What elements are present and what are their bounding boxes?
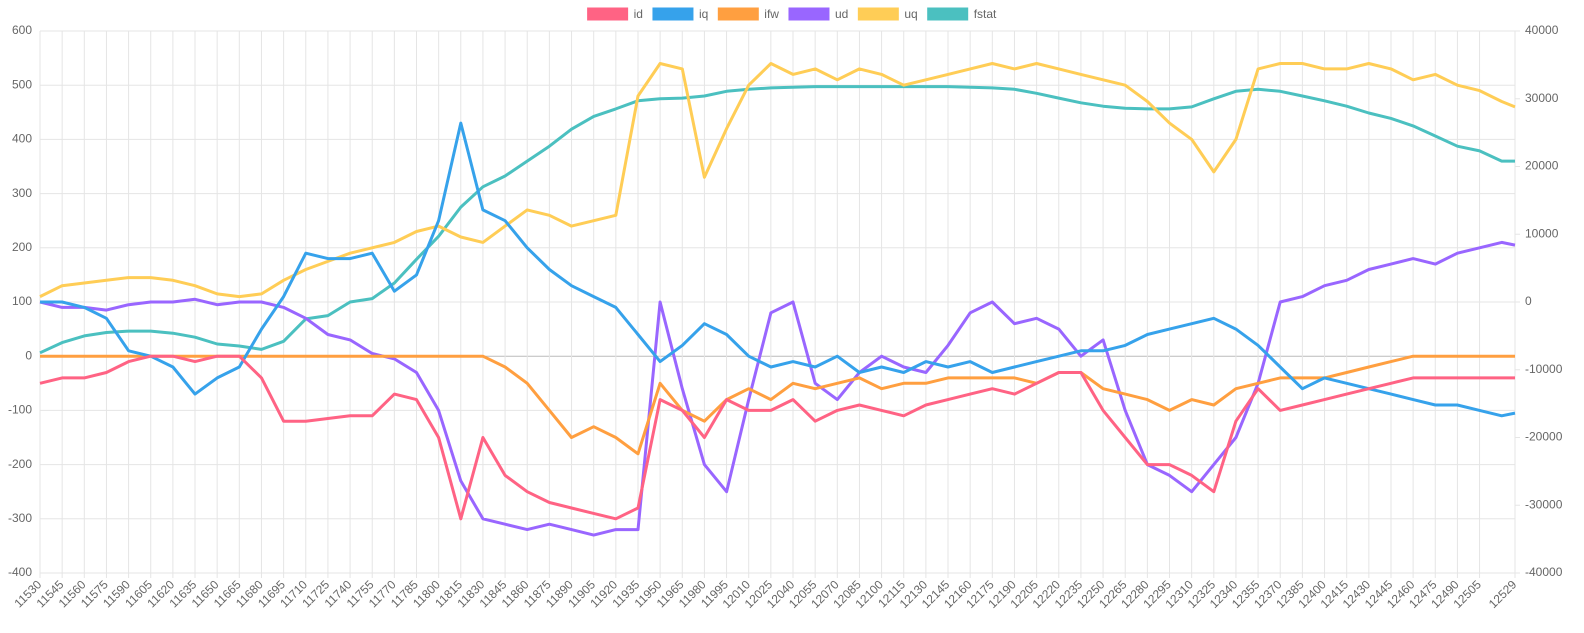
y2-tick-label: 30000 — [1525, 91, 1559, 105]
y2-tick-label: -40000 — [1525, 565, 1563, 579]
series-line — [39, 85, 1515, 355]
y-tick-label: -300 — [8, 511, 32, 525]
legend-swatch — [788, 7, 830, 21]
y-tick-label: 600 — [12, 23, 32, 37]
legend-label: iq — [699, 7, 708, 21]
y2-tick-label: 10000 — [1525, 226, 1559, 240]
legend-swatch — [587, 7, 629, 21]
legend: id iq ifw ud uq fstat — [587, 7, 997, 21]
y-tick-label: 100 — [12, 294, 32, 308]
legend-item[interactable]: iq — [652, 7, 708, 21]
series-line — [40, 354, 1515, 456]
series-line — [39, 62, 1516, 299]
y-tick-label: -200 — [8, 457, 32, 471]
series-line — [39, 354, 1515, 521]
axes: -400 -300 -200 -100 0 100 200 300 400 500 600 -4000… — [8, 23, 1563, 611]
y-tick-label: 200 — [12, 240, 32, 254]
legend-swatch — [652, 7, 694, 21]
y-tick-label: -400 — [8, 565, 32, 579]
legend-item[interactable]: uq — [857, 7, 918, 21]
series-line — [40, 121, 1516, 418]
y-tick-label: -100 — [8, 403, 32, 417]
legend-label: ifw — [764, 7, 779, 21]
legend-label: uq — [904, 7, 917, 21]
y2-tick-label: 40000 — [1525, 23, 1559, 37]
legend-item[interactable]: ifw — [717, 7, 779, 21]
y2-tick-label: -20000 — [1525, 430, 1563, 444]
legend-label: fstat — [974, 7, 997, 21]
y-tick-label: 500 — [12, 77, 32, 91]
legend-item[interactable]: fstat — [927, 7, 997, 21]
legend-swatch — [857, 7, 899, 21]
grid — [39, 30, 1516, 578]
y2-tick-label: 20000 — [1525, 159, 1559, 173]
y-tick-label: 300 — [12, 186, 32, 200]
series-line — [39, 240, 1516, 537]
legend-item[interactable]: ud — [788, 7, 848, 21]
x-tick-label: 12529 — [1486, 577, 1520, 611]
y2-tick-label: -10000 — [1525, 362, 1563, 376]
y-tick-label: 400 — [12, 132, 32, 146]
plot — [39, 62, 1516, 537]
legend-label: ud — [835, 7, 848, 21]
legend-swatch — [717, 7, 759, 21]
y-tick-label: 0 — [25, 348, 32, 362]
y2-tick-label: 0 — [1525, 294, 1532, 308]
legend-label: id — [634, 7, 643, 21]
y2-tick-label: -30000 — [1525, 497, 1563, 511]
legend-swatch — [927, 7, 969, 21]
legend-item[interactable]: id — [587, 7, 643, 21]
